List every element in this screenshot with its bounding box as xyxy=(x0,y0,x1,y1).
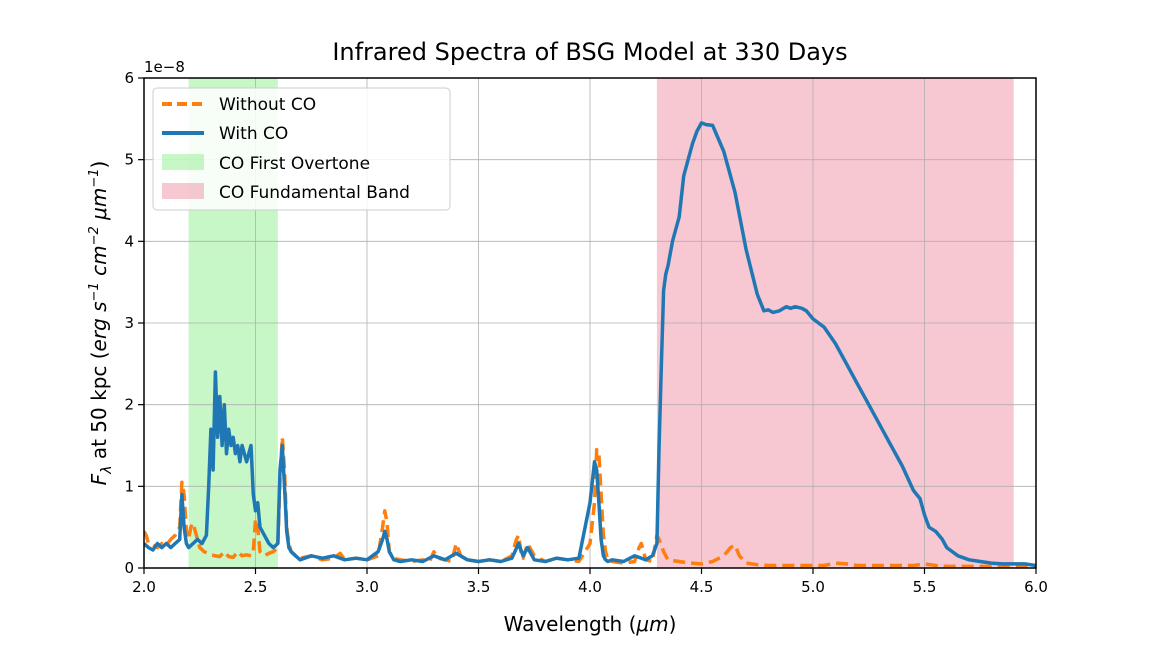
legend-label-co-fundamental-band: CO Fundamental Band xyxy=(219,183,410,203)
legend: Without CO With CO CO First Overtone CO … xyxy=(152,87,451,211)
legend-swatch-co-fundamental-band xyxy=(162,183,204,199)
y-tick-label: 4 xyxy=(124,232,134,250)
x-tick-label: 5.0 xyxy=(801,578,825,596)
x-tick-label: 3.0 xyxy=(355,578,379,596)
legend-label-co-first-overtone: CO First Overtone xyxy=(219,154,370,174)
y-tick-label: 2 xyxy=(124,396,134,414)
x-tick-label: 2.5 xyxy=(244,578,268,596)
y-offset-label: 1e−8 xyxy=(144,58,185,76)
chart-title: Infrared Spectra of BSG Model at 330 Day… xyxy=(332,38,847,66)
legend-label-without-co: Without CO xyxy=(219,95,316,115)
y-tick-label: 6 xyxy=(124,69,134,87)
x-tick-label: 6.0 xyxy=(1024,578,1048,596)
y-axis-label: Fλ at 50 kpc (erg s−1 cm−2 μm−1) xyxy=(87,161,115,486)
y-tick-label: 0 xyxy=(124,559,134,577)
y-tick-label: 3 xyxy=(124,314,134,332)
x-tick-label: 2.0 xyxy=(132,578,156,596)
x-tick-label: 3.5 xyxy=(467,578,491,596)
x-axis-label: Wavelength (μm) xyxy=(504,612,677,636)
y-tick-label: 5 xyxy=(124,151,134,169)
y-tick-label: 1 xyxy=(124,477,134,495)
series-lines xyxy=(144,121,1036,568)
series-line-1 xyxy=(144,121,1036,568)
axis-ticks: 2.0 2.5 3.0 3.5 4.0 4.5 5.0 5.5 6.0 0 1 2 3 4 5 6 xyxy=(124,69,1047,596)
x-tick-label: 5.5 xyxy=(913,578,937,596)
legend-box xyxy=(152,87,451,211)
x-tick-label: 4.5 xyxy=(690,578,714,596)
legend-label-with-co: With CO xyxy=(219,124,288,144)
legend-swatch-co-first-overtone xyxy=(162,154,204,170)
x-tick-label: 4.0 xyxy=(578,578,602,596)
